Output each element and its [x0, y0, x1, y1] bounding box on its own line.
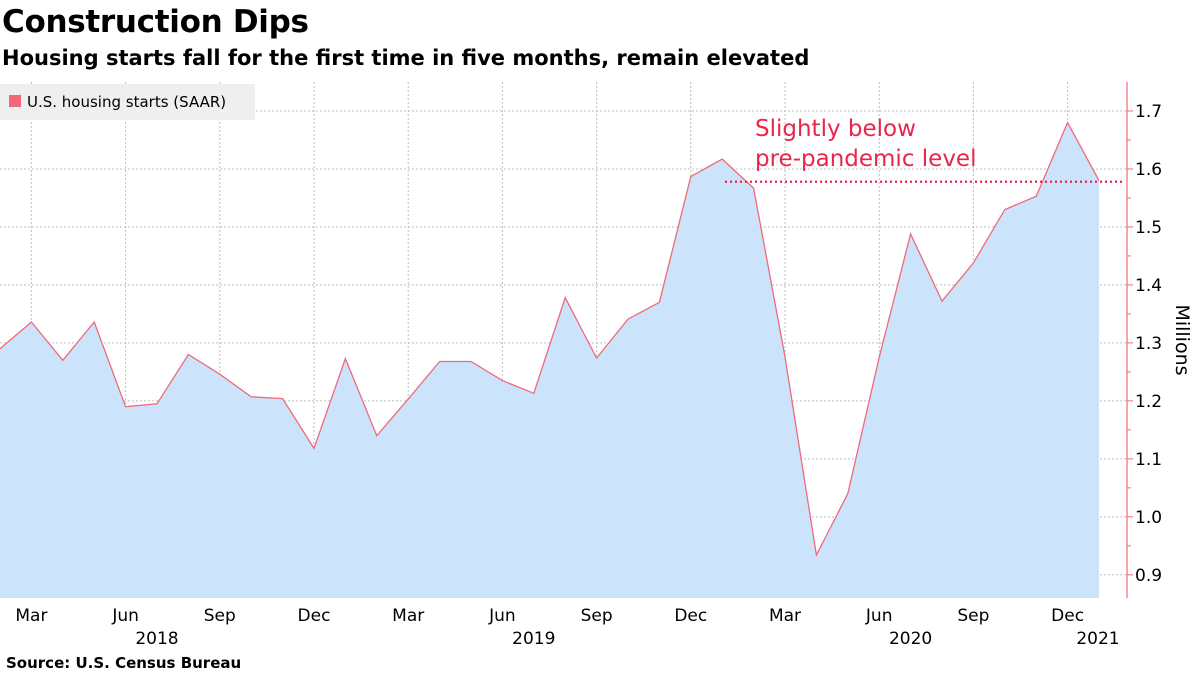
- annotation-layer: Slightly below pre-pandemic level: [725, 116, 1124, 183]
- y-tick-label: 0.9: [1135, 566, 1162, 586]
- x-month-label: Jun: [488, 606, 516, 626]
- y-tick-label: 1.6: [1135, 160, 1162, 180]
- x-year-label: 2020: [889, 629, 932, 649]
- x-year-label: 2021: [1076, 629, 1119, 649]
- x-month-label: Dec: [674, 606, 707, 626]
- y-tick-label: 1.1: [1135, 450, 1162, 470]
- y-tick-label: 1.7: [1135, 102, 1162, 122]
- x-month-label: Mar: [392, 606, 424, 626]
- x-axis: Mar Jun Sep Dec Mar Jun Sep Dec Mar Jun Sep Dec 2018…: [15, 606, 1119, 649]
- area-layer: [0, 122, 1099, 598]
- y-axis-title: Millions: [1171, 304, 1193, 375]
- series-line-housing-starts: [0, 121, 1100, 558]
- y-tick-label: 1.3: [1135, 334, 1162, 354]
- chart-subtitle: Housing starts fall for the first time i…: [2, 46, 810, 70]
- chart-title: Construction Dips: [2, 4, 309, 40]
- annotation-text-line2: pre-pandemic level: [755, 146, 976, 172]
- x-month-label: Sep: [204, 606, 236, 626]
- legend-background: [0, 84, 255, 120]
- x-year-label: 2019: [512, 629, 555, 649]
- x-month-label: Sep: [581, 606, 613, 626]
- y-tick-label: 1.0: [1135, 508, 1162, 528]
- x-month-label: Sep: [957, 606, 989, 626]
- legend-swatch: [9, 95, 21, 107]
- line-layer: [0, 121, 1100, 558]
- y-tick-label: 1.2: [1135, 392, 1162, 412]
- y-tick-label: 1.4: [1135, 276, 1162, 296]
- x-month-label: Dec: [298, 606, 331, 626]
- y-axis: 0.9 1.0 1.1 1.2 1.3 1.4 1.5 1.6 1.7: [1126, 82, 1162, 598]
- x-month-label: Mar: [769, 606, 801, 626]
- annotation-text-line1: Slightly below: [755, 116, 916, 142]
- x-month-label: Jun: [111, 606, 139, 626]
- legend-label: U.S. housing starts (SAAR): [27, 93, 226, 111]
- series-area-housing-starts: [0, 122, 1099, 598]
- source-note: Source: U.S. Census Bureau: [6, 654, 242, 672]
- x-year-label: 2018: [135, 629, 178, 649]
- x-month-label: Dec: [1051, 606, 1084, 626]
- x-month-label: Mar: [15, 606, 47, 626]
- y-tick-label: 1.5: [1135, 218, 1162, 238]
- legend: U.S. housing starts (SAAR): [0, 84, 255, 120]
- x-month-label: Jun: [865, 606, 893, 626]
